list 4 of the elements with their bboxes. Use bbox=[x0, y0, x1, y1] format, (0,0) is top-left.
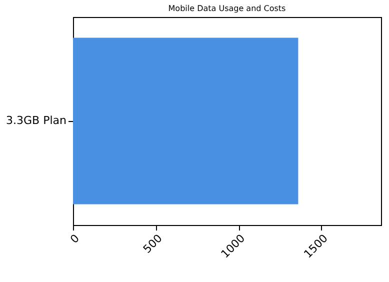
y-tick-label: 3.3GB Plan bbox=[6, 114, 67, 127]
x-tick-label: 500 bbox=[140, 232, 165, 256]
chart-title: Mobile Data Usage and Costs bbox=[168, 4, 286, 13]
x-tick-label: 0 bbox=[68, 232, 82, 246]
